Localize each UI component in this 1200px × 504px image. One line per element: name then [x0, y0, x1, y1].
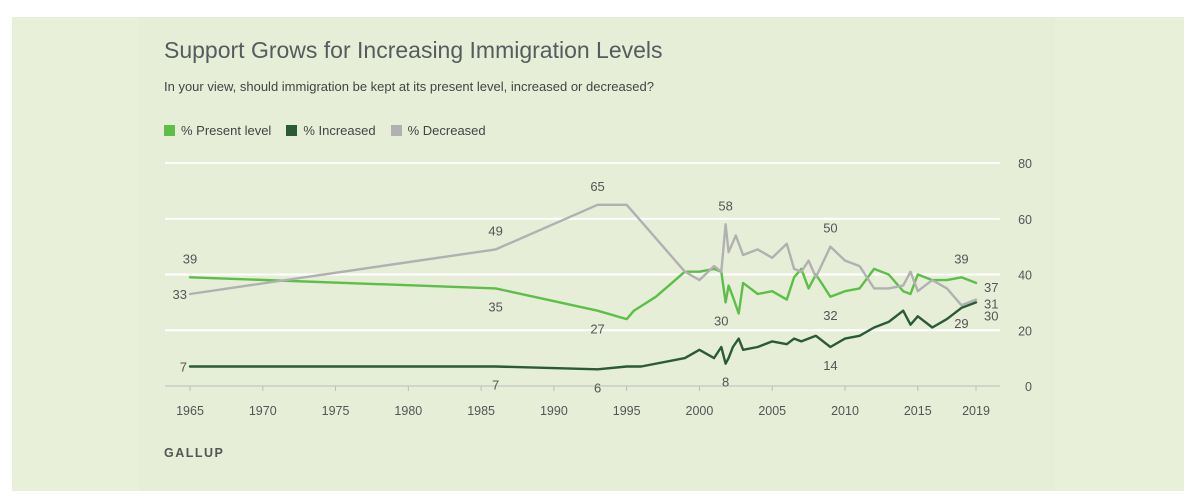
data-label-1: 33: [173, 287, 187, 302]
y-tick-label-40: 40: [1018, 269, 1032, 283]
chart-legend: % Present level % Increased % Decreased: [164, 123, 486, 138]
data-label-18: 30: [984, 308, 998, 323]
chart-series: [188, 203, 978, 371]
x-tick-label-1975: 1975: [322, 404, 350, 418]
data-label-10: 30: [714, 313, 728, 328]
y-tick-label-20: 20: [1018, 324, 1032, 338]
x-tick-label-1965: 1965: [176, 404, 204, 418]
data-label-15: 39: [954, 251, 968, 266]
x-axis: 1965 1970 1975 1980 1985 1990 1995 2000 2005 2010…: [176, 386, 990, 418]
data-label-8: 6: [594, 380, 601, 395]
legend-item-present: % Present level: [164, 123, 271, 138]
data-label-9: 58: [718, 198, 732, 213]
data-label-16: 37: [984, 280, 998, 295]
legend-item-decreased: % Decreased: [390, 123, 486, 138]
x-tick-label-2010: 2010: [831, 404, 859, 418]
data-label-6: 65: [590, 179, 604, 194]
x-tick-label-2019: 2019: [962, 404, 990, 418]
y-axis-ticks: 0 20 40 60 80: [1018, 157, 1032, 394]
y-tick-label-80: 80: [1018, 157, 1032, 171]
x-tick-label-2000: 2000: [686, 404, 714, 418]
data-label-11: 8: [722, 375, 729, 390]
legend-label-present: % Present level: [181, 123, 272, 138]
legend-item-increased: % Increased: [286, 123, 376, 138]
data-label-13: 32: [823, 308, 837, 323]
legend-swatch-decreased: [390, 125, 402, 136]
chart-subtitle: In your view, should immigration be kept…: [164, 79, 654, 94]
legend-label-increased: % Increased: [303, 123, 376, 138]
x-tick-label-2015: 2015: [904, 404, 932, 418]
series-line-2: [188, 203, 978, 307]
data-label-2: 7: [180, 359, 187, 374]
x-tick-label-1980: 1980: [394, 404, 422, 418]
data-label-12: 50: [823, 221, 837, 236]
source-label: GALLUP: [164, 446, 225, 460]
x-tick-label-1990: 1990: [540, 404, 568, 418]
data-label-4: 35: [488, 299, 502, 314]
data-label-3: 49: [488, 223, 502, 238]
data-label-5: 7: [492, 377, 499, 392]
series-line-1: [188, 301, 978, 371]
series-line-0: [188, 267, 978, 321]
data-label-7: 27: [590, 322, 604, 337]
data-label-17: 31: [984, 297, 998, 312]
x-tick-label-1995: 1995: [613, 404, 641, 418]
y-tick-label-0: 0: [1025, 380, 1032, 394]
legend-label-decreased: % Decreased: [407, 123, 486, 138]
data-label-14: 14: [823, 358, 837, 373]
data-label-19: 29: [954, 316, 968, 331]
x-tick-label-1970: 1970: [249, 404, 277, 418]
chart-panel: [139, 17, 1055, 491]
data-label-0: 39: [183, 251, 197, 266]
chart-title: Support Grows for Increasing Immigration…: [164, 37, 663, 63]
legend-swatch-present: [164, 125, 175, 136]
y-tick-label-60: 60: [1018, 213, 1032, 227]
x-tick-label-2005: 2005: [758, 404, 786, 418]
chart-grid: [165, 162, 1000, 387]
legend-swatch-increased: [286, 125, 298, 136]
x-tick-label-1985: 1985: [467, 404, 495, 418]
